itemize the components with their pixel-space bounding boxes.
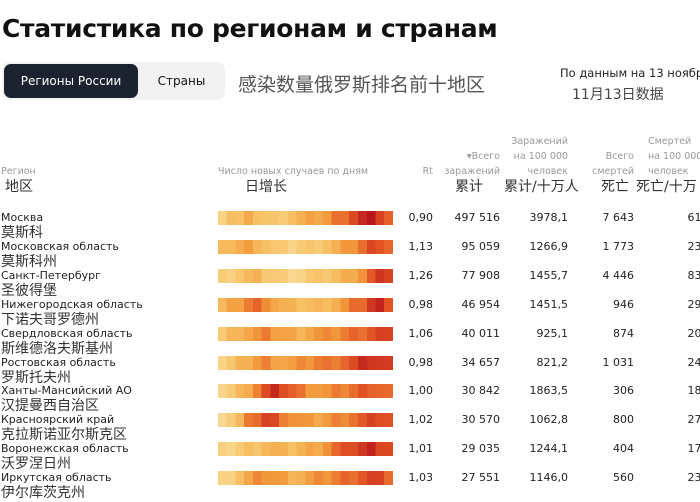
- deaths-value: 4 446: [603, 269, 635, 282]
- region-name-chinese: 伊尔库茨克州: [1, 482, 85, 502]
- header-region-chinese: 地区: [5, 176, 33, 196]
- deaths-value: 560: [613, 471, 634, 484]
- cases-per-100k-value: 1146,0: [530, 471, 569, 484]
- region-name-chinese: 汉提曼西自治区: [1, 395, 99, 415]
- total-cases-value: 40 011: [462, 327, 501, 340]
- daily-cases-heatmap-bar[interactable]: [218, 356, 393, 370]
- deaths-per-100k-value: 27,8: [688, 413, 700, 426]
- total-cases-value: 27 551: [462, 471, 501, 484]
- daily-cases-heatmap-bar[interactable]: [218, 327, 393, 341]
- daily-cases-heatmap-bar[interactable]: [218, 240, 393, 254]
- header-cases-per-100k-line2: на 100 000: [500, 149, 568, 164]
- cases-per-100k-value: 1266,9: [530, 240, 569, 253]
- header-deaths-per-100k-line1: Смертей: [648, 134, 691, 149]
- rt-value: 0,90: [409, 211, 434, 224]
- deaths-value: 946: [613, 298, 634, 311]
- region-name-chinese: 圣彼得堡: [1, 280, 57, 300]
- tab-russia-regions[interactable]: Регионы России: [4, 64, 138, 98]
- rt-value: 1,00: [409, 384, 434, 397]
- tab-switcher: Регионы России Страны: [2, 62, 225, 100]
- header-deaths-per-100k-line2: на 100 000: [648, 149, 700, 164]
- total-cases-value: 497 516: [455, 211, 501, 224]
- daily-cases-heatmap-bar[interactable]: [218, 471, 393, 485]
- header-total-cases-chinese: 累计: [455, 176, 483, 196]
- cases-per-100k-value: 1062,8: [530, 413, 569, 426]
- deaths-value: 800: [613, 413, 634, 426]
- cases-per-100k-value: 1863,5: [530, 384, 569, 397]
- page-title: Статистика по регионам и странам: [2, 14, 497, 43]
- cases-per-100k-value: 3978,1: [530, 211, 569, 224]
- header-total-cases-line1: ▾Всего: [440, 149, 500, 164]
- rt-value: 0,98: [409, 298, 434, 311]
- deaths-value: 874: [613, 327, 634, 340]
- daily-cases-heatmap-bar[interactable]: [218, 442, 393, 456]
- daily-cases-heatmap-bar[interactable]: [218, 211, 393, 225]
- chinese-subtitle: 感染数量俄罗斯排名前十地区: [238, 70, 485, 97]
- deaths-value: 404: [613, 442, 634, 455]
- daily-cases-heatmap-bar[interactable]: [218, 298, 393, 312]
- region-name-chinese: 下诺夫哥罗德州: [1, 309, 99, 329]
- rt-value: 1,01: [409, 442, 434, 455]
- daily-cases-heatmap-bar[interactable]: [218, 269, 393, 283]
- deaths-value: 306: [613, 384, 634, 397]
- total-cases-value: 46 954: [462, 298, 501, 311]
- total-cases-value: 77 908: [462, 269, 501, 282]
- total-cases-value: 30 570: [462, 413, 501, 426]
- deaths-per-100k-value: 17,3: [688, 442, 700, 455]
- header-deaths-line1: Всего: [584, 149, 634, 164]
- header-cases-per-100k-line1: Заражений: [500, 134, 568, 149]
- deaths-per-100k-value: 23,6: [688, 240, 700, 253]
- rt-value: 0,98: [409, 356, 434, 369]
- daily-cases-heatmap-bar[interactable]: [218, 384, 393, 398]
- cases-per-100k-value: 1451,5: [530, 298, 569, 311]
- header-rt: Rt: [406, 164, 433, 179]
- total-cases-value: 95 059: [462, 240, 501, 253]
- data-date-chinese: 11月13日数据: [572, 84, 664, 104]
- rt-value: 1,02: [409, 413, 434, 426]
- deaths-per-100k-value: 61,1: [688, 211, 700, 224]
- cases-per-100k-value: 821,2: [537, 356, 569, 369]
- rt-value: 1,06: [409, 327, 434, 340]
- rt-value: 1,26: [409, 269, 434, 282]
- header-deaths-chinese: 死亡: [601, 176, 629, 196]
- cases-per-100k-value: 925,1: [537, 327, 569, 340]
- total-cases-value: 29 035: [462, 442, 501, 455]
- tab-countries[interactable]: Страны: [140, 64, 223, 98]
- header-deaths-per-100k-chinese: 死亡/十万: [636, 176, 697, 196]
- total-cases-value: 30 842: [462, 384, 501, 397]
- total-cases-value: 34 657: [462, 356, 501, 369]
- rt-value: 1,03: [409, 471, 434, 484]
- deaths-per-100k-value: 29,2: [688, 298, 700, 311]
- deaths-value: 7 643: [603, 211, 635, 224]
- data-date: По данным на 13 ноября: [560, 66, 700, 80]
- deaths-per-100k-value: 18,5: [688, 384, 700, 397]
- daily-cases-heatmap-bar[interactable]: [218, 413, 393, 427]
- header-daily-cases-chinese: 日增长: [245, 176, 287, 196]
- region-name-chinese: 克拉斯诺亚尔斯克区: [1, 424, 127, 444]
- deaths-value: 1 773: [603, 240, 635, 253]
- rt-value: 1,13: [409, 240, 434, 253]
- header-daily-cases: Число новых случаев по дням: [218, 164, 368, 179]
- header-cases-per-100k-chinese: 累计/十万人: [504, 176, 579, 196]
- deaths-per-100k-value: 20,2: [688, 327, 700, 340]
- cases-per-100k-value: 1455,7: [530, 269, 569, 282]
- region-name-chinese: 莫斯科: [1, 222, 43, 242]
- deaths-per-100k-value: 83,1: [688, 269, 700, 282]
- deaths-value: 1 031: [603, 356, 635, 369]
- region-name-chinese: 沃罗涅日州: [1, 453, 71, 473]
- region-name-chinese: 斯维德洛夫斯基州: [1, 338, 113, 358]
- cases-per-100k-value: 1244,1: [530, 442, 569, 455]
- deaths-per-100k-value: 23,3: [688, 471, 700, 484]
- region-name-chinese: 莫斯科州: [1, 251, 57, 271]
- deaths-per-100k-value: 24,4: [688, 356, 700, 369]
